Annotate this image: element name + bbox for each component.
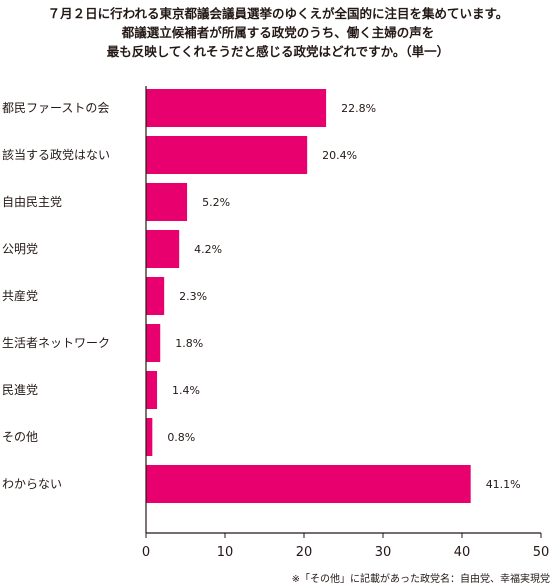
footnote: ※「その他」に記載があった政党名：自由党、幸福実現党 — [291, 574, 550, 585]
bar-8 — [146, 418, 153, 456]
category-label-5: 共産党 — [2, 288, 38, 303]
value-label-6: 1.8% — [175, 337, 203, 350]
category-label-9: わからない — [2, 477, 62, 491]
x-tick-label-3: 20 — [296, 545, 313, 560]
x-tick-label-2: 10 — [217, 545, 234, 560]
bar-6 — [146, 324, 161, 362]
value-label-1: 22.8% — [341, 102, 376, 115]
bar-3 — [146, 183, 188, 221]
value-label-7: 1.4% — [172, 384, 200, 397]
category-label-6: 生活者ネットワーク — [2, 336, 110, 350]
value-label-2: 20.4% — [322, 149, 357, 162]
chart-title: ７月２日に行われる東京都議会議員選挙のゆくえが全国的に注目を集めています。 都議… — [0, 4, 556, 61]
category-label-8: その他 — [2, 430, 38, 444]
x-tick-label-1: 0 — [142, 545, 150, 560]
value-label-5: 2.3% — [179, 290, 207, 303]
category-label-7: 民進党 — [2, 382, 38, 397]
bar-5 — [146, 277, 165, 315]
bar-1 — [146, 89, 327, 127]
x-tick-label-6: 50 — [533, 545, 550, 560]
x-tick-label-5: 40 — [454, 545, 471, 560]
category-label-2: 該当する政党はない — [2, 147, 110, 162]
bar-9 — [146, 465, 471, 503]
value-label-9: 41.1% — [486, 478, 521, 491]
value-label-3: 5.2% — [202, 196, 230, 209]
value-label-4: 4.2% — [194, 243, 222, 256]
x-tick-label-4: 30 — [375, 545, 392, 560]
bar-2 — [146, 136, 308, 174]
category-label-1: 都民ファーストの会 — [2, 101, 109, 115]
title-line-3: 最も反映してくれそうだと感じる政党はどれですか。（単一） — [106, 44, 450, 59]
title-line-1: ７月２日に行われる東京都議会議員選挙のゆくえが全国的に注目を集めています。 — [47, 6, 509, 21]
title-line-2: 都議選立候補者が所属する政党のうち、働く主婦の声を — [121, 25, 435, 40]
category-label-3: 自由民主党 — [2, 194, 62, 209]
bar-7 — [146, 371, 158, 409]
value-label-8: 0.8% — [167, 431, 195, 444]
bar-4 — [146, 230, 180, 268]
category-label-4: 公明党 — [2, 241, 38, 256]
